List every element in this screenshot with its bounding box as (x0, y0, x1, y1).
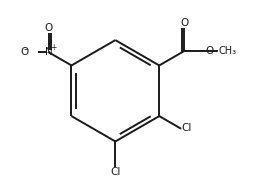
Text: N: N (45, 47, 53, 57)
Text: O: O (21, 47, 29, 57)
Text: CH₃: CH₃ (218, 46, 236, 56)
Text: Cl: Cl (110, 167, 121, 177)
Text: -: - (23, 44, 27, 54)
Text: O: O (45, 23, 53, 33)
Text: O: O (180, 18, 189, 28)
Text: O: O (205, 46, 214, 56)
Text: +: + (50, 43, 57, 52)
Text: Cl: Cl (181, 123, 192, 133)
